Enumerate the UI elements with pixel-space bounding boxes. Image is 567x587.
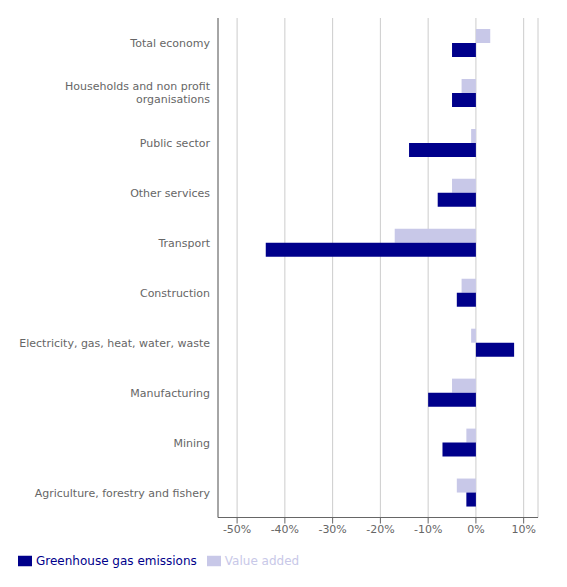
html-text:Value added: Value added [224,553,300,568]
svg-text:-40%: -40% [271,523,299,536]
svg-text:Households and non profitorgan: Households and non profitorganisations [65,80,211,106]
svg-text:Electricity, gas, heat, water,: Electricity, gas, heat, water, waste [19,336,210,349]
svg-text:Total economy: Total economy [129,36,210,49]
svg-text:-10%: -10% [414,523,442,536]
svg-text:-50%: -50% [223,523,251,536]
html-text:Greenhouse gas emissions: Greenhouse gas emissions [36,553,197,568]
svg-text:Transport: Transport [157,236,210,249]
svg-text:Manufacturing: Manufacturing [130,386,210,399]
svg-text:-30%: -30% [318,523,346,536]
svg-text:Construction: Construction [140,286,210,299]
svg-text:Mining: Mining [173,436,210,449]
svg-text:Other services: Other services [130,186,210,199]
svg-text:-20%: -20% [366,523,394,536]
svg-text:10%: 10% [511,523,535,536]
svg-text:Agriculture, forestry and fish: Agriculture, forestry and fishery [35,486,211,499]
svg-text:0%: 0% [467,523,484,536]
svg-text:Public sector: Public sector [140,136,211,149]
